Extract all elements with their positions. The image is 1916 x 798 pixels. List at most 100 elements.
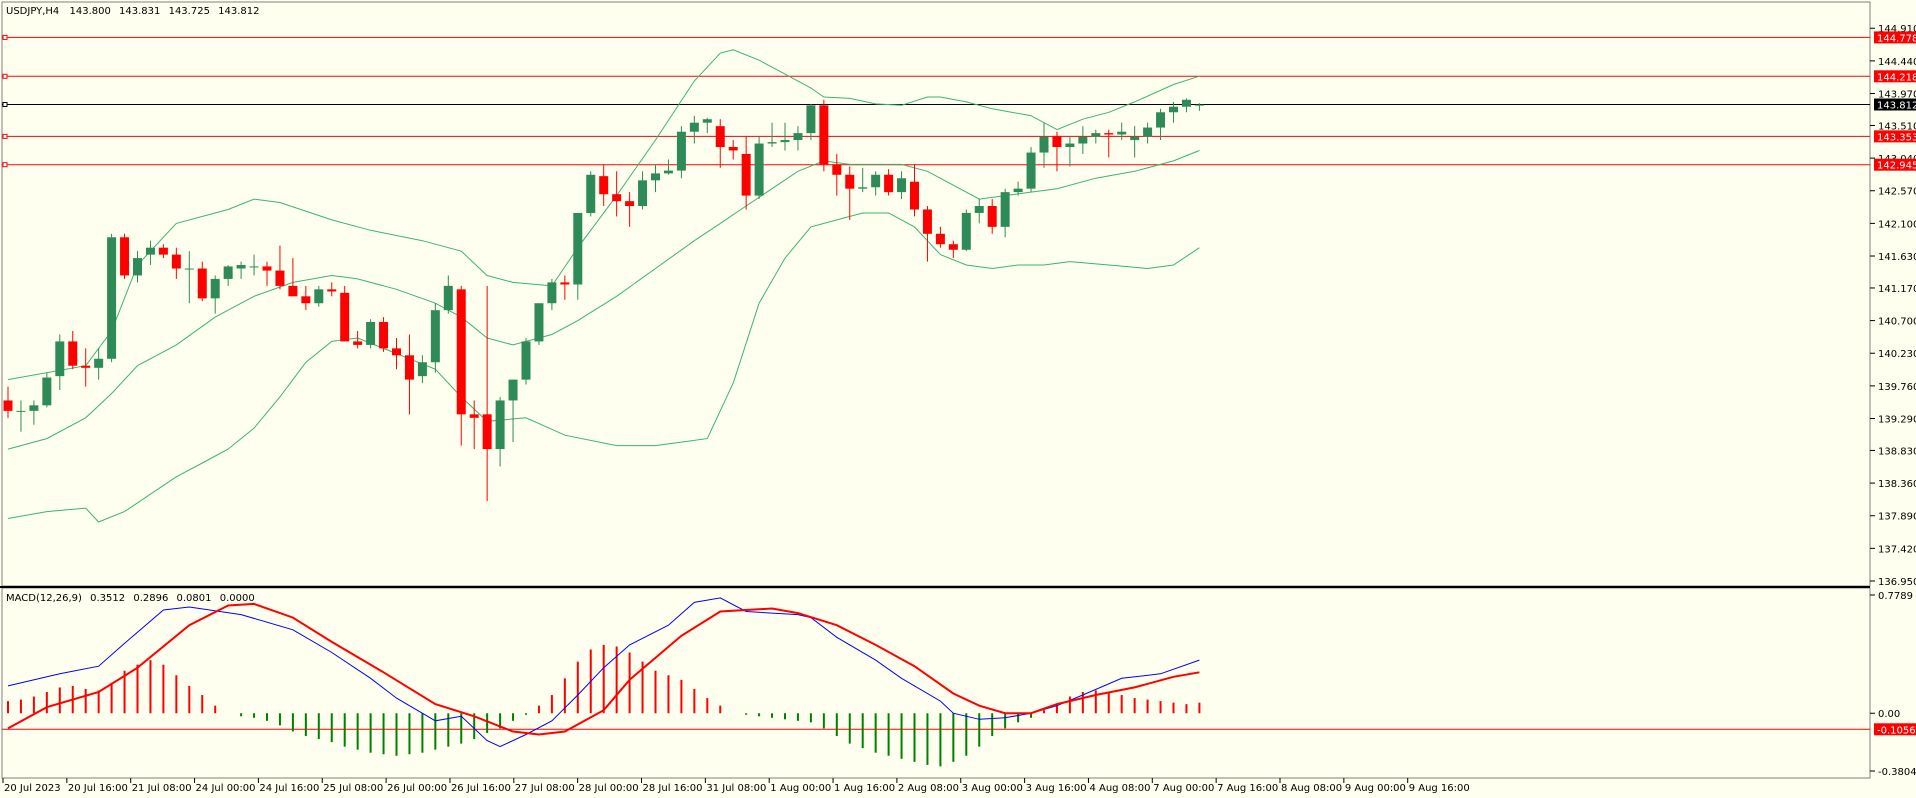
macd-name: MACD(12,26,9) <box>6 593 82 604</box>
candle-body <box>1065 143 1075 147</box>
candle-body <box>793 133 803 141</box>
candle-body <box>1013 188 1023 193</box>
price-levels <box>2 34 1870 168</box>
level-handle <box>2 34 8 40</box>
time-label: 3 Aug 16:00 <box>1026 783 1087 794</box>
macd-info: MACD(12,26,9) 0.3512 0.2896 0.0801 0.000… <box>6 593 255 604</box>
candle-body <box>1143 127 1153 137</box>
macd-value-3: 0.0801 <box>177 593 212 604</box>
candle-body <box>366 321 376 345</box>
price-axis[interactable]: 144.910144.440143.970143.510143.040142.5… <box>1870 24 1916 588</box>
candle-body <box>275 270 285 286</box>
candle-body <box>780 140 790 143</box>
time-label: 26 Jul 16:00 <box>451 783 511 794</box>
time-label: 21 Jul 08:00 <box>132 783 192 794</box>
candle-body <box>935 233 945 245</box>
macd-level-label-box <box>1874 723 1916 736</box>
candle-body <box>16 410 26 412</box>
bollinger-middle-line <box>7 150 1200 450</box>
macd-pane[interactable] <box>2 597 1870 767</box>
macd-level-label: -0.1056 <box>1877 725 1916 736</box>
time-axis[interactable]: 20 Jul 2023 20 Jul 16:00 21 Jul 08:00 24 Ju… <box>2 778 1470 794</box>
price-tick-label: 144.440 <box>1878 57 1916 68</box>
level-label: 142.945 <box>1877 161 1916 172</box>
macd-value-4: 0.0000 <box>220 593 255 604</box>
candle-body <box>107 237 117 359</box>
time-label: 31 Jul 08:00 <box>706 783 766 794</box>
bollinger-upper-line <box>7 49 1200 381</box>
macd-tick-label: 0.7789 <box>1878 591 1913 602</box>
candle-body <box>521 341 531 380</box>
price-tick-label: 138.360 <box>1878 479 1916 490</box>
candle-body <box>1181 99 1191 107</box>
time-label: 4 Aug 08:00 <box>1089 783 1150 794</box>
candle-body <box>547 282 557 304</box>
candle-body <box>871 174 881 188</box>
candle-body <box>508 379 518 401</box>
candle-body <box>262 266 272 271</box>
price-pane[interactable] <box>2 34 1870 523</box>
level-handle <box>2 133 8 139</box>
candle-body <box>741 153 751 196</box>
candle-body <box>1194 104 1204 106</box>
candle-body <box>120 237 130 276</box>
macd-tick-label: 0.00 <box>1878 709 1900 720</box>
level-handle <box>2 101 8 107</box>
candle-body <box>184 268 194 270</box>
level-handle <box>2 162 8 168</box>
time-label: 27 Jul 08:00 <box>515 783 575 794</box>
time-label: 3 Aug 00:00 <box>962 783 1023 794</box>
candle-body <box>94 358 104 368</box>
candle-body <box>42 377 52 406</box>
macd-lines <box>7 597 1200 748</box>
price-tick-label: 138.830 <box>1878 446 1916 457</box>
candle-body <box>197 268 207 299</box>
price-tick-label: 144.910 <box>1878 24 1916 35</box>
price-tick-label: 141.630 <box>1878 252 1916 263</box>
candle-body <box>68 341 78 366</box>
candle-body <box>832 164 842 175</box>
candle-body <box>974 206 984 213</box>
candle-body <box>417 362 427 377</box>
candle-body <box>948 244 958 250</box>
candle-body <box>845 174 855 189</box>
time-label: 20 Jul 2023 <box>4 783 61 794</box>
time-label: 28 Jul 00:00 <box>579 783 639 794</box>
candle-body <box>702 119 712 123</box>
price-tick-label: 137.420 <box>1878 544 1916 555</box>
price-tick-label: 141.170 <box>1878 284 1916 295</box>
level-label-box <box>1874 158 1916 171</box>
low-value: 143.725 <box>169 6 210 17</box>
level-label: 143.812 <box>1877 100 1916 111</box>
candle-body <box>158 247 168 255</box>
candle-body <box>1039 136 1049 153</box>
candle-body <box>327 289 337 292</box>
candle-body <box>456 289 466 415</box>
candle-body <box>676 131 686 171</box>
candle-body <box>767 142 777 144</box>
macd-axis[interactable]: 0.7789 0.00 -0.3804 -0.1056 <box>1870 591 1916 778</box>
candle-body <box>1052 136 1062 147</box>
macd-main-line <box>7 597 1200 748</box>
price-tick-label: 140.230 <box>1878 349 1916 360</box>
candle-body <box>469 414 479 418</box>
candle-body <box>728 146 738 151</box>
candle-body <box>249 266 259 268</box>
candle-body <box>145 247 155 255</box>
candle-body <box>897 178 907 193</box>
price-tick-label: 142.100 <box>1878 219 1916 230</box>
candle-body <box>392 348 401 356</box>
candle-body <box>81 365 91 368</box>
candle-body <box>29 405 39 411</box>
time-label: 1 Aug 00:00 <box>770 783 831 794</box>
candle-body <box>922 209 932 234</box>
bollinger-bands <box>7 49 1200 523</box>
price-tick-label: 143.510 <box>1878 121 1916 132</box>
candle-body <box>689 122 699 132</box>
time-label: 7 Aug 16:00 <box>1217 783 1278 794</box>
macd-value-2: 0.2896 <box>133 593 168 604</box>
open-value: 143.800 <box>69 6 110 17</box>
candle-body <box>443 285 453 311</box>
macd-histogram <box>7 644 1201 767</box>
